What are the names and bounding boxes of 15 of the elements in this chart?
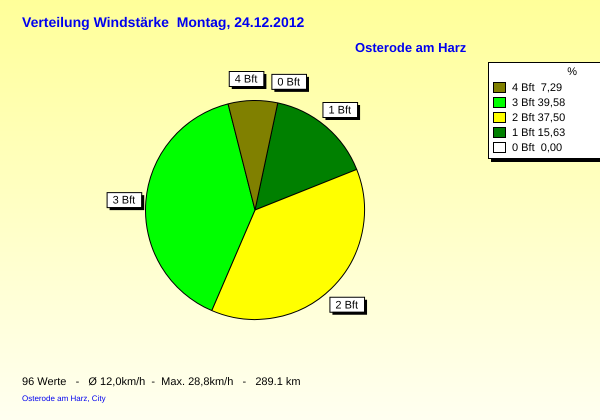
legend-title: % xyxy=(566,66,578,78)
text: Osterode am Harz, City xyxy=(22,394,106,403)
category-label: 3 Bft 39,58 xyxy=(512,96,566,108)
slice-label: 4 Bft xyxy=(234,74,258,86)
text: Osterode am Harz xyxy=(355,40,466,55)
category-label: 0 Bft 0,00 xyxy=(512,142,562,154)
chart-title: Verteilung Windstärke Montag, 24.12.2012 xyxy=(22,14,304,30)
slice-label: 3 Bft xyxy=(112,194,136,207)
category-label: 4 Bft 7,29 xyxy=(512,82,562,94)
text: 96 Werte - Ø 12,0km/h - Max. 28,8km/h - 289.1 km xyxy=(22,376,301,388)
legend-label: 0 Bft xyxy=(277,76,300,88)
category-label: 1 Bft 15,63 xyxy=(512,126,566,138)
category-label: 2 Bft 37,50 xyxy=(512,112,566,124)
slice-label: 1 Bft xyxy=(328,104,352,116)
slice-label: 2 Bft xyxy=(335,299,358,312)
